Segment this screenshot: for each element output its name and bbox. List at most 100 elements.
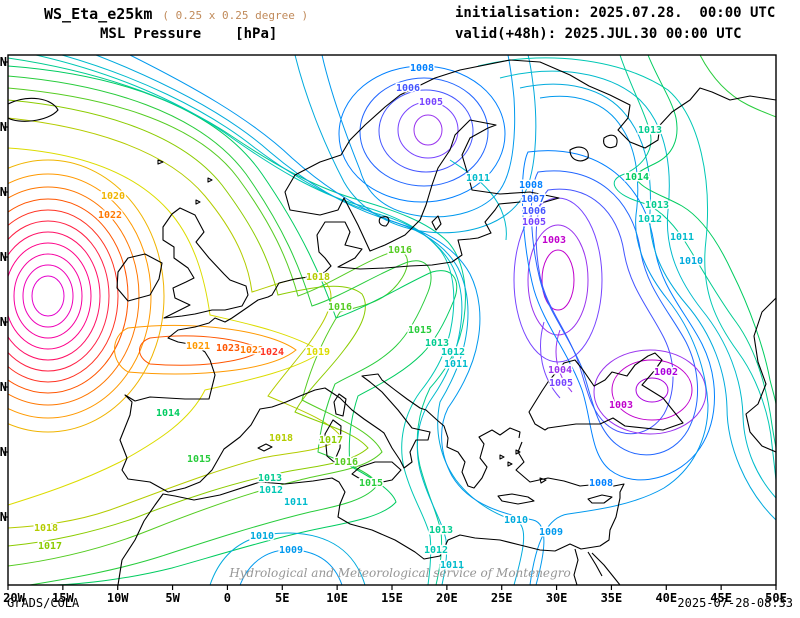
map-layers: 1008100610051013101410111008100710061005… [8, 55, 776, 585]
x-axis-label: 10E [326, 591, 348, 605]
contour-label: 1022 [98, 210, 122, 221]
coastline-path [324, 419, 342, 463]
isobar-line-1017 [8, 99, 369, 547]
isobar-line-1008 [338, 65, 506, 203]
isobar-line-1008 [521, 150, 715, 481]
isobar-line-1021 [8, 173, 152, 419]
isobar-line-1014 [8, 65, 458, 585]
coastline-path [431, 215, 442, 231]
units-label: [hPa] [235, 26, 278, 42]
isobar-line-1004 [413, 114, 443, 146]
isobar-line-1019 [8, 147, 323, 506]
y-axis-label: N [0, 445, 7, 459]
isobar-line-1012 [477, 57, 776, 481]
isobar-line-1004 [555, 329, 573, 393]
coastline-path [117, 441, 625, 585]
isobar-line-1005 [540, 321, 561, 399]
title-line-1: WS_Eta_e25km ( 0.25 x 0.25 degree ) [44, 5, 308, 23]
contour-label: 1016 [334, 457, 358, 468]
isobar-line-1005 [397, 101, 459, 159]
x-axis-label: 20E [436, 591, 458, 605]
contour-label: 1003 [542, 235, 566, 246]
contour-label: 1018 [269, 433, 293, 444]
isobar-line-1007 [530, 170, 698, 456]
contour-label: 1017 [38, 541, 62, 552]
y-axis-label: N [0, 315, 7, 329]
contour-label: 1011 [466, 173, 490, 184]
isobar-line-1015 [699, 55, 776, 118]
x-axis-label: 30E [546, 591, 568, 605]
coastline-path [207, 177, 213, 183]
isobar-line-1021 [114, 324, 297, 375]
isobar-line-1026 [8, 231, 101, 361]
contour-label: 1011 [440, 560, 464, 571]
isobar-line-1013 [613, 55, 776, 449]
isobar-line-1006 [535, 188, 674, 435]
isobar-line-1011 [499, 70, 776, 499]
isobar-line-1010 [294, 55, 537, 234]
contour-label: 1013 [258, 473, 282, 484]
coastline-path [275, 434, 288, 442]
contour-label: 1008 [519, 180, 543, 191]
contour-label: 1023 [216, 343, 240, 354]
isobar-line-1003 [611, 359, 693, 421]
contour-label: 1014 [156, 408, 180, 419]
contour-label: 1012 [424, 545, 448, 556]
coastline-path [528, 352, 684, 431]
coastline-path [378, 216, 390, 227]
isobar-line-1007 [359, 77, 489, 187]
coastline-path [257, 443, 273, 452]
isobar-line-1009 [321, 55, 516, 218]
coastline-path [591, 552, 621, 585]
contour-label: 1006 [396, 83, 420, 94]
coastline-path [569, 146, 589, 162]
contour-label: 1008 [589, 478, 613, 489]
x-axis-label: 40E [655, 591, 677, 605]
coastline-path [745, 297, 776, 453]
coastline-path [499, 454, 505, 460]
coastline-path [603, 134, 618, 149]
isobar-line-1029 [22, 264, 74, 328]
coastline-path [116, 253, 163, 302]
x-axis-label: 5W [165, 591, 180, 605]
valid-time: valid(+48h): 2025.JUL.30 00:00 UTC [455, 26, 742, 42]
contour-label: 1020 [101, 191, 125, 202]
y-axis-label: N [0, 55, 7, 69]
coastline-path [333, 393, 347, 417]
contour-label: 1015 [187, 454, 211, 465]
contour-label: 1014 [625, 172, 649, 183]
x-axis-label: 45E [710, 591, 732, 605]
coastline-path [507, 461, 513, 467]
y-axis-label: N [0, 510, 7, 524]
coastline-path [515, 449, 521, 455]
contour-label: 1005 [549, 378, 573, 389]
contour-label: 1013 [425, 338, 449, 349]
contour-label: 1012 [638, 214, 662, 225]
x-axis-label: 25E [491, 591, 513, 605]
x-axis-label: 5E [275, 591, 289, 605]
isobar-line-1010 [95, 55, 525, 585]
title-line-2: MSL Pressure [hPa] [100, 26, 277, 42]
coastline-path [587, 551, 603, 577]
coastline-path [497, 493, 535, 505]
coastline-path [157, 159, 164, 165]
contour-label: 1013 [645, 200, 669, 211]
contour-label: 1022 [240, 345, 264, 356]
initialisation-time: initialisation: 2025.07.28. 00:00 UTC [455, 5, 776, 21]
contour-label: 1009 [539, 527, 563, 538]
isobar-line-1010 [519, 83, 776, 521]
contour-label: 1005 [522, 217, 546, 228]
isobar-line-1025 [8, 220, 110, 372]
contour-label: 1019 [306, 347, 330, 358]
coastline-path [8, 97, 59, 122]
x-axis-label: 20W [3, 591, 25, 605]
isobar-line-1004 [527, 224, 589, 336]
isobar-line-1020 [8, 159, 165, 433]
contour-label: 1011 [444, 359, 468, 370]
contour-label: 1021 [186, 341, 210, 352]
contour-label: 1006 [522, 206, 546, 217]
y-axis-label: N [0, 120, 7, 134]
isobar-line-1004 [593, 349, 707, 435]
isobar-line-1023 [8, 198, 129, 394]
